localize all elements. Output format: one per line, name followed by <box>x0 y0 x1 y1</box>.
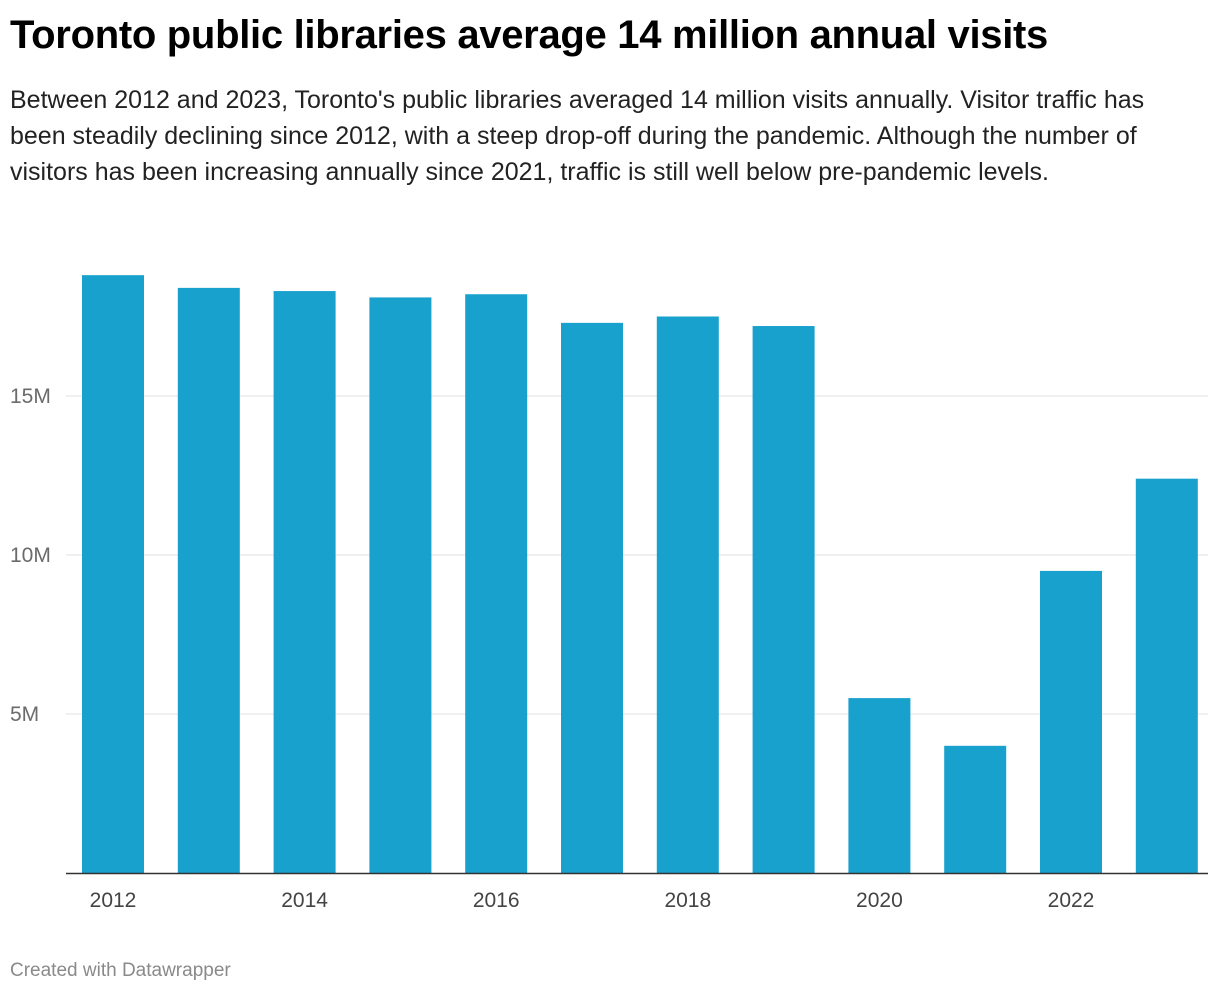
chart-title: Toronto public libraries average 14 mill… <box>10 13 1048 57</box>
x-tick-label: 2012 <box>90 889 137 912</box>
x-axis-tick-labels: 2012 2014 2016 2018 2020 2022 <box>90 889 1095 912</box>
bar-2022 <box>1040 570 1102 873</box>
y-tick-label: 10M <box>10 544 51 567</box>
x-tick-label: 2014 <box>281 889 328 912</box>
x-tick-label: 2016 <box>473 889 520 912</box>
bar-2021 <box>944 745 1007 873</box>
y-tick-label: 15M <box>10 385 51 408</box>
gridlines <box>66 395 1208 715</box>
bar-2017 <box>561 322 623 873</box>
bar-2023 <box>1135 478 1198 873</box>
bar-2014 <box>273 291 336 873</box>
footer-credit: Created with Datawrapper <box>10 960 231 981</box>
bar-2015 <box>369 297 432 873</box>
chart-subtitle: Between 2012 and 2023, Toronto's public … <box>10 86 1145 186</box>
bars <box>82 275 1198 873</box>
bar-2019 <box>752 326 815 873</box>
bar-2016 <box>465 294 528 873</box>
y-axis-tick-labels: 5M 10M 15M <box>10 385 51 726</box>
y-tick-label: 5M <box>10 703 39 726</box>
x-tick-label: 2020 <box>856 889 903 912</box>
bar-2013 <box>177 287 240 873</box>
bar-2018 <box>656 316 719 873</box>
x-tick-label: 2018 <box>664 889 711 912</box>
bar-2012 <box>82 275 144 873</box>
bar-2020 <box>848 698 911 873</box>
x-tick-label: 2022 <box>1048 889 1095 912</box>
